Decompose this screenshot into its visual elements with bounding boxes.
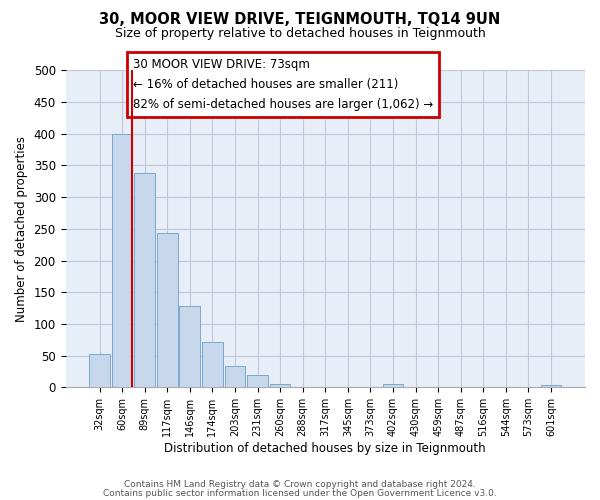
Text: Contains HM Land Registry data © Crown copyright and database right 2024.: Contains HM Land Registry data © Crown c…: [124, 480, 476, 489]
Bar: [270, 384, 290, 388]
Text: Size of property relative to detached houses in Teignmouth: Size of property relative to detached ho…: [115, 28, 485, 40]
Bar: [292, 386, 313, 388]
Bar: [134, 173, 155, 388]
Bar: [202, 342, 223, 388]
Text: 30 MOOR VIEW DRIVE: 73sqm
← 16% of detached houses are smaller (211)
82% of semi: 30 MOOR VIEW DRIVE: 73sqm ← 16% of detac…: [133, 58, 433, 110]
Bar: [383, 384, 403, 388]
Bar: [157, 234, 178, 388]
Bar: [224, 366, 245, 388]
Y-axis label: Number of detached properties: Number of detached properties: [15, 136, 28, 322]
Bar: [112, 134, 133, 388]
X-axis label: Distribution of detached houses by size in Teignmouth: Distribution of detached houses by size …: [164, 442, 486, 455]
Bar: [315, 386, 335, 388]
Bar: [541, 386, 562, 388]
Bar: [89, 354, 110, 388]
Text: Contains public sector information licensed under the Open Government Licence v3: Contains public sector information licen…: [103, 488, 497, 498]
Bar: [179, 306, 200, 388]
Text: 30, MOOR VIEW DRIVE, TEIGNMOUTH, TQ14 9UN: 30, MOOR VIEW DRIVE, TEIGNMOUTH, TQ14 9U…: [100, 12, 500, 28]
Bar: [247, 374, 268, 388]
